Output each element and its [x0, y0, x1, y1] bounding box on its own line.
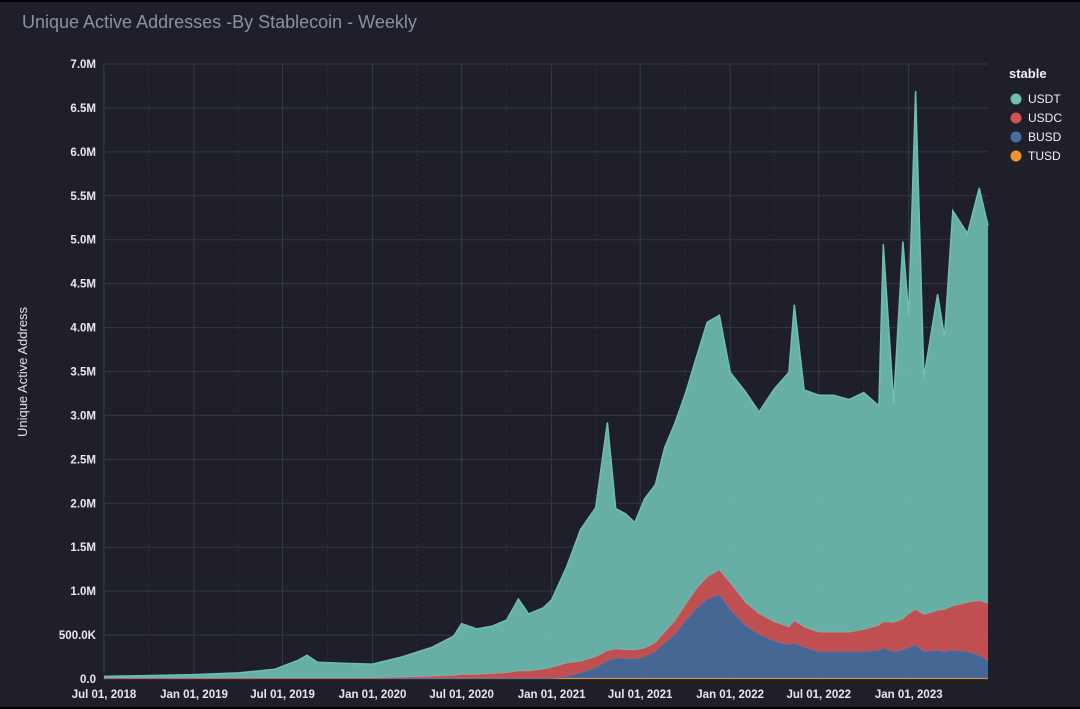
area-busd — [104, 594, 988, 679]
legend-title: stable — [1009, 66, 1047, 81]
legend[interactable]: stable USDT USDC BUSD TUSD — [1009, 66, 1062, 163]
legend-marker-usdc — [1010, 112, 1022, 124]
x-tick-label: Jul 01, 2022 — [786, 689, 851, 701]
x-tick-label: Jan 01, 2021 — [518, 689, 586, 701]
x-tick-label: Jul 01, 2020 — [429, 689, 494, 701]
x-tick-label: Jul 01, 2021 — [608, 689, 673, 701]
y-tick-label: 2.5M — [70, 454, 96, 466]
legend-marker-usdt — [1010, 93, 1022, 105]
area-series — [103, 91, 989, 679]
y-tick-label: 1.5M — [70, 542, 96, 554]
y-tick-label: 7.0M — [70, 59, 96, 71]
y-tick-label: 3.0M — [70, 410, 96, 422]
x-tick-label: Jul 01, 2018 — [72, 689, 137, 701]
y-tick-label: 5.0M — [70, 235, 96, 247]
y-axis-title: Unique Active Address — [15, 306, 30, 437]
y-tick-label: 6.0M — [70, 147, 96, 159]
x-axis-ticks: Jul 01, 2018 Jan 01, 2019 Jul 01, 2019 Jan … — [72, 689, 943, 701]
x-tick-label: Jul 01, 2019 — [250, 689, 315, 701]
y-tick-label: 5.5M — [70, 191, 96, 203]
x-tick-label: Jan 01, 2020 — [339, 689, 407, 701]
legend-marker-tusd — [1010, 150, 1022, 162]
y-axis-ticks: 0.0 500.0K 1.0M 1.5M 2.0M 2.5M 3.0M 3.5M 4.0M 4.5… — [59, 59, 97, 686]
y-tick-label: 4.0M — [70, 323, 96, 335]
legend-label-tusd: TUSD — [1028, 149, 1061, 163]
y-tick-label: 4.5M — [70, 279, 96, 291]
legend-label-usdt: USDT — [1028, 92, 1061, 106]
y-tick-label: 3.5M — [70, 367, 96, 379]
area-usdt — [104, 91, 988, 679]
line-usdt — [103, 91, 989, 678]
y-tick-label: 1.0M — [70, 586, 96, 598]
y-tick-label: 2.0M — [70, 498, 96, 510]
chart-title: Unique Active Addresses -By Stablecoin -… — [22, 12, 417, 32]
x-tick-label: Jan 01, 2022 — [696, 689, 764, 701]
y-tick-label: 500.0K — [59, 630, 97, 642]
x-tick-label: Jan 01, 2023 — [875, 689, 943, 701]
legend-marker-busd — [1010, 131, 1022, 143]
legend-label-usdc: USDC — [1028, 111, 1062, 125]
legend-label-busd: BUSD — [1028, 130, 1062, 144]
x-tick-label: Jan 01, 2019 — [160, 689, 228, 701]
y-tick-label: 0.0 — [80, 674, 96, 686]
y-tick-label: 6.5M — [70, 103, 96, 115]
